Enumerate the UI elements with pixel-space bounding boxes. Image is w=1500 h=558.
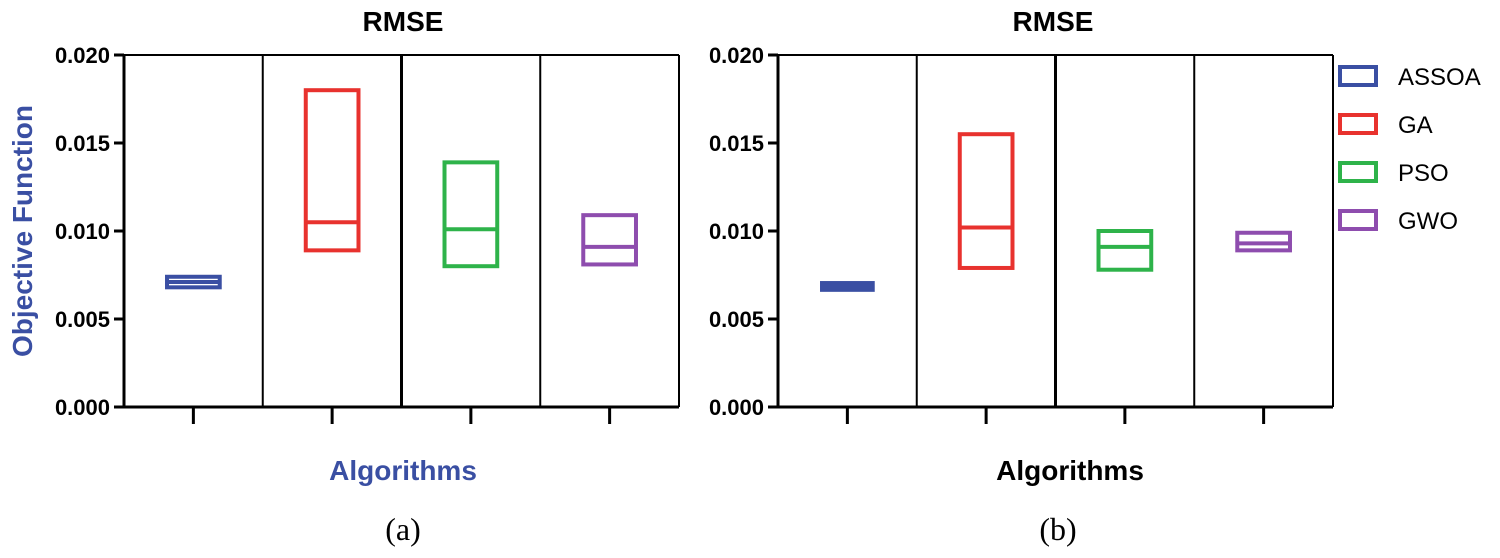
panel-label: (b): [1039, 511, 1076, 547]
box-assoa: [820, 281, 875, 292]
y-tick-label: 0.005: [55, 307, 110, 332]
y-tick-label: 0.015: [55, 131, 110, 156]
box-pso: [442, 160, 500, 269]
x-axis-label: Algorithms: [996, 455, 1144, 486]
y-tick-label: 0.000: [55, 395, 110, 420]
box-ga: [957, 132, 1015, 270]
y-tick-label: 0.000: [709, 395, 764, 420]
legend-label-pso: PSO: [1398, 160, 1449, 187]
legend-label-ga: GA: [1398, 112, 1433, 139]
legend-swatch-gwo: [1338, 209, 1378, 231]
legend-swatch-ga: [1338, 113, 1378, 135]
box-gwo: [581, 213, 638, 267]
box-pso: [1096, 229, 1154, 272]
y-tick-label: 0.020: [55, 43, 110, 68]
y-tick-label: 0.020: [709, 43, 764, 68]
legend-label-gwo: GWO: [1398, 208, 1458, 235]
y-tick-label: 0.010: [709, 219, 764, 244]
y-tick-label: 0.015: [709, 131, 764, 156]
legend-swatch-assoa: [1338, 65, 1378, 87]
box-ga: [303, 88, 361, 253]
y-axis-label: Objective Function: [7, 105, 38, 357]
legend: ASSOA GA PSO GWO: [1338, 64, 1481, 235]
chart-title: RMSE: [363, 6, 444, 37]
panel-label: (a): [385, 511, 421, 547]
chart-title: RMSE: [1013, 6, 1094, 37]
y-tick-label: 0.010: [55, 219, 110, 244]
legend-swatch-pso: [1338, 161, 1378, 183]
legend-label-assoa: ASSOA: [1398, 64, 1481, 91]
panel-a: RMSE 0.000 0.005 0.010 0.015 0.020 Algorithms O…: [7, 6, 680, 547]
panel-b: RMSE 0.000 0.005 0.010 0.015 0.020 Algorithms (…: [709, 6, 1334, 547]
y-tick-label: 0.005: [709, 307, 764, 332]
x-axis-label: Algorithms: [329, 455, 477, 486]
